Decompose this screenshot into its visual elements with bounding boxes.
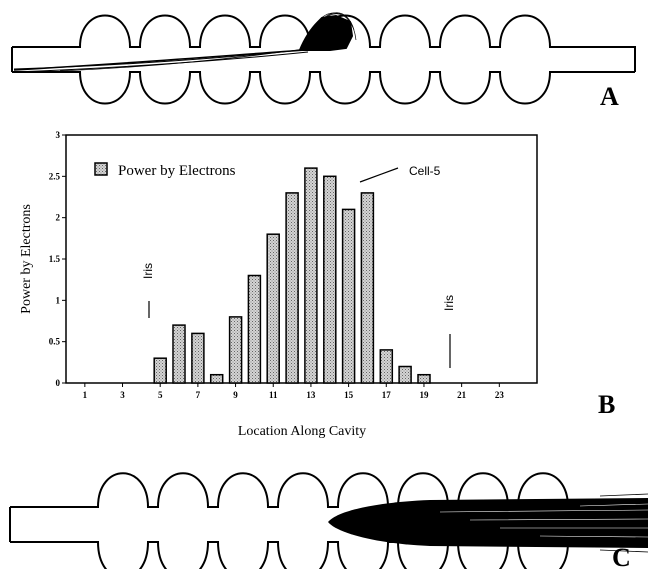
x-tick-label: 17	[382, 390, 392, 400]
cavity-top-wall-c	[9, 472, 648, 542]
x-tick-label: 9	[233, 390, 238, 400]
y-tick-label: 2.5	[49, 171, 61, 181]
panel-c-label: C	[612, 543, 631, 569]
legend-swatch	[94, 162, 108, 176]
cavity-bottom-wall-a	[12, 71, 635, 105]
cavity-bottom-wall-c	[10, 541, 648, 569]
y-tick-label: 1.5	[49, 254, 61, 264]
bar	[398, 365, 412, 384]
annotation-line	[359, 167, 399, 183]
panel-b-chart: 00.511.522.53 1 3 5 7 9 11 13 15 17 19 21 23 Power …	[19, 130, 615, 439]
panel-c: C	[9, 472, 648, 569]
x-tick-label: 23	[495, 390, 505, 400]
bars	[153, 167, 431, 384]
y-tick-label: 0	[56, 378, 61, 388]
x-tick-label: 11	[269, 390, 278, 400]
x-tick-label: 19	[419, 390, 429, 400]
x-tick-label: 5	[158, 390, 163, 400]
bar	[341, 208, 356, 384]
bar	[379, 349, 394, 384]
panel-a-label: A	[600, 82, 619, 111]
x-tick-label: 15	[344, 390, 354, 400]
y-tick-label: 0.5	[49, 337, 61, 347]
electron-beam-a	[13, 12, 357, 73]
bar	[323, 175, 337, 384]
bar	[360, 192, 375, 384]
y-tick-label: 3	[56, 130, 61, 140]
x-tick-label: 1	[83, 390, 88, 400]
panel-a: A	[11, 12, 636, 111]
bar	[304, 167, 318, 384]
legend: Power by Electrons	[94, 162, 236, 179]
annotation-text: Iris	[141, 263, 155, 279]
x-tick-label: 3	[120, 390, 125, 400]
bar	[172, 324, 186, 384]
x-ticks: 1 3 5 7 9 11 13 15 17 19 21 23	[83, 383, 505, 400]
x-axis-title: Location Along Cavity	[238, 424, 366, 439]
bar	[228, 316, 243, 384]
annotation-text: Cell-5	[409, 164, 441, 178]
y-ticks: 0 0.5 1 1.5 2 2.5 3	[49, 130, 66, 388]
panel-b-label: B	[598, 390, 615, 419]
bar	[191, 332, 205, 384]
y-axis-title: Power by Electrons	[19, 204, 34, 314]
bar	[417, 373, 431, 384]
annotation-iris-right: Iris	[442, 295, 456, 368]
bar	[247, 274, 262, 384]
x-tick-label: 7	[196, 390, 201, 400]
legend-label: Power by Electrons	[118, 163, 236, 179]
y-tick-label: 1	[56, 295, 61, 305]
annotation-iris-left: Iris	[141, 263, 155, 318]
bar	[285, 192, 299, 384]
x-tick-label: 13	[306, 390, 316, 400]
bar	[209, 373, 224, 384]
bar	[153, 357, 167, 384]
bar	[266, 233, 280, 384]
annotation-cell-5: Cell-5	[359, 164, 441, 183]
y-tick-label: 2	[56, 213, 61, 223]
x-tick-label: 21	[457, 390, 467, 400]
electron-bunch-c	[328, 493, 648, 553]
annotation-text: Iris	[442, 295, 456, 311]
